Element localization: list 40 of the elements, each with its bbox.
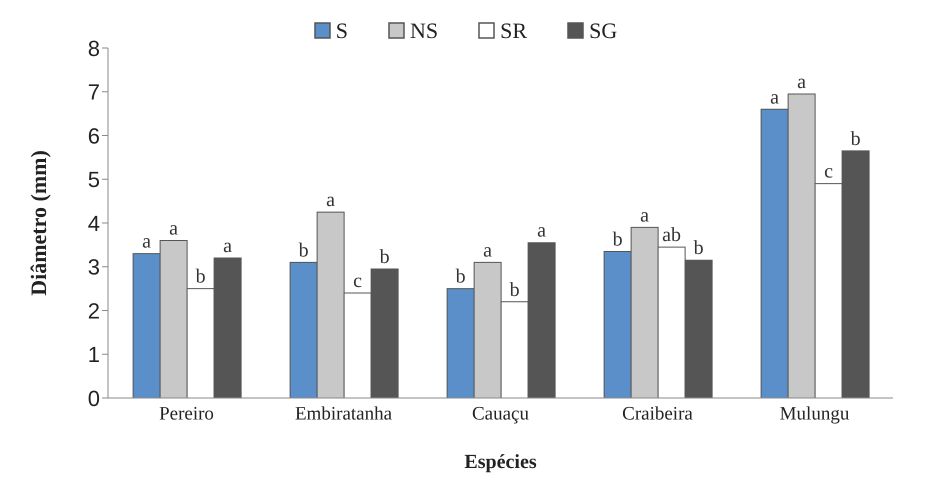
data-label: a — [770, 86, 780, 108]
y-tick-label: 1 — [88, 342, 100, 368]
legend-label: S — [334, 18, 348, 44]
y-tick-label: 3 — [88, 254, 100, 280]
data-label: a — [326, 189, 336, 212]
y-axis-title: Diâmetro (mm) — [26, 150, 51, 296]
data-label: b — [510, 278, 520, 301]
x-tick-label: Mulungu — [780, 403, 850, 424]
data-label: c — [824, 160, 834, 183]
y-tick-label: 4 — [88, 210, 100, 236]
data-label: b — [380, 246, 390, 268]
data-label: ab — [662, 224, 682, 246]
y-tick-label: 5 — [88, 167, 100, 192]
legend-label: SG — [588, 18, 618, 44]
y-tick-label: 0 — [88, 386, 100, 411]
y-tick-label: 8 — [88, 36, 100, 61]
x-tick-label: Pereiro — [159, 403, 214, 424]
legend-label: SR — [499, 18, 528, 44]
data-label: b — [196, 266, 206, 288]
data-label: c — [353, 270, 362, 292]
data-label: b — [694, 237, 704, 260]
y-tick-label: 2 — [88, 298, 100, 324]
data-label: b — [612, 228, 623, 250]
data-label: a — [142, 230, 152, 253]
x-axis-title: Espécies — [464, 451, 537, 473]
data-label: a — [537, 220, 546, 242]
data-label: a — [483, 239, 492, 262]
data-label: a — [223, 235, 232, 257]
data-label: a — [169, 218, 178, 240]
x-tick-label: Cauaçu — [472, 403, 530, 424]
data-label: b — [850, 128, 861, 150]
y-tick-label: 7 — [88, 80, 100, 105]
data-label: a — [640, 204, 650, 226]
y-tick-label: 6 — [88, 123, 100, 148]
data-label: a — [797, 70, 806, 93]
x-tick-label: Embiratanha — [294, 403, 393, 424]
data-label: b — [298, 239, 309, 262]
x-tick-label: Craibeira — [622, 403, 694, 424]
data-label: b — [456, 266, 466, 288]
legend-label: NS — [409, 18, 438, 44]
